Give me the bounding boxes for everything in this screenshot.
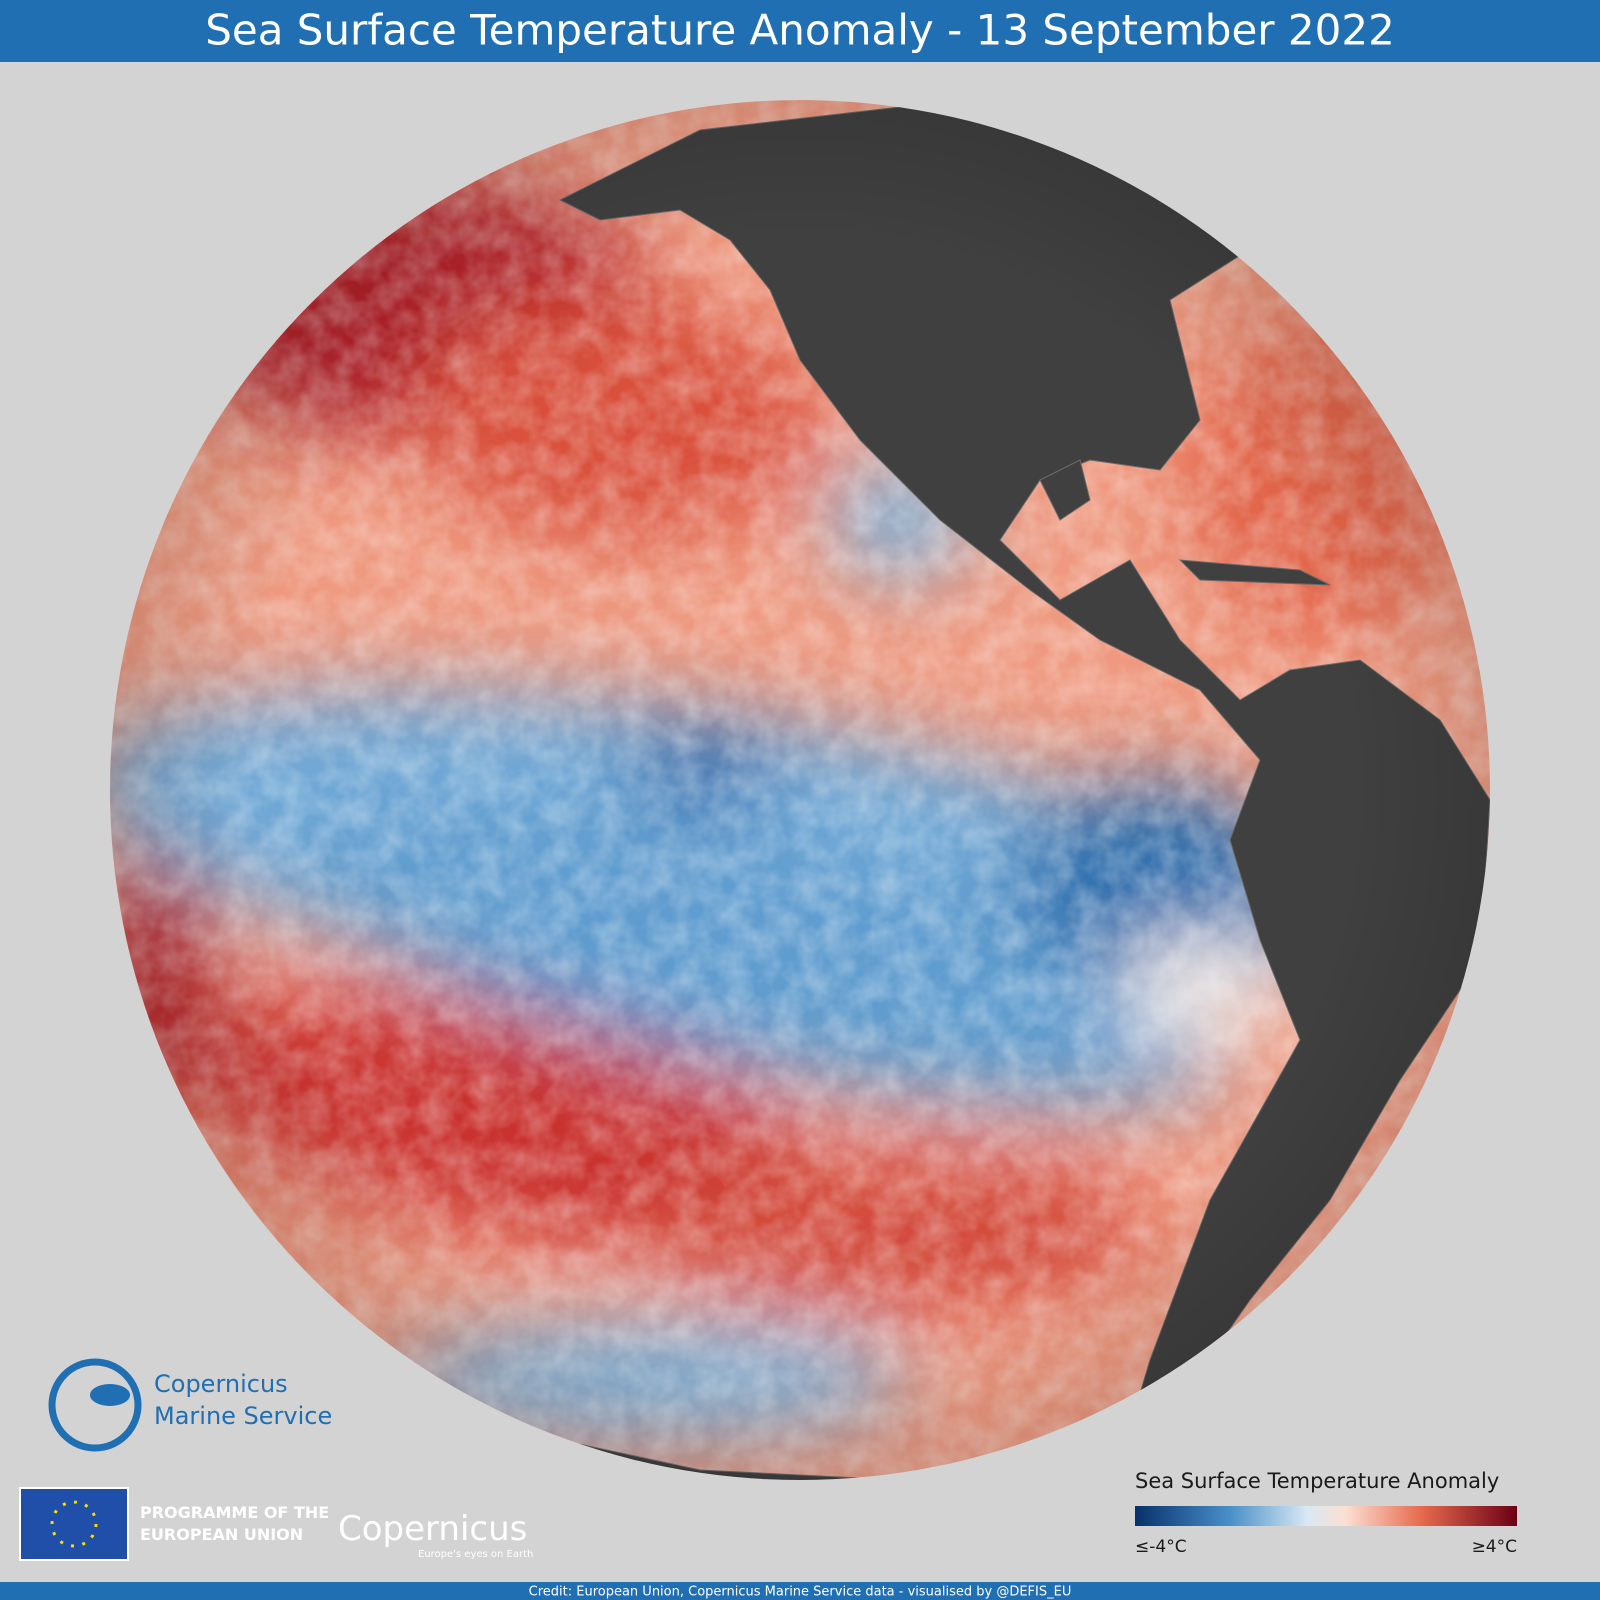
title-bar — [0, 0, 1600, 62]
legend-max-label: ≥4°C — [1472, 1537, 1517, 1557]
legend-colorbar — [1135, 1506, 1517, 1526]
legend-title: Sea Surface Temperature Anomaly — [1135, 1469, 1499, 1493]
marine-service-logo: Copernicus Marine Service — [48, 1358, 332, 1452]
copernicus-tagline: Europe's eyes on Earth — [418, 1549, 533, 1560]
logo-text: Copernicus — [154, 1370, 288, 1398]
eu-stars — [50, 1500, 98, 1548]
logo-ring — [48, 1358, 142, 1452]
legend: Sea Surface Temperature Anomaly ≤-4°C ≥4… — [1135, 1469, 1517, 1557]
logo-fish — [90, 1384, 130, 1406]
footer-bar — [0, 1582, 1600, 1600]
credit: Credit: European Union, Copernicus Marin… — [529, 1585, 1072, 1600]
title: Sea Surface Temperature Anomaly - 13 Sep… — [205, 6, 1395, 55]
eu-logo: PROGRAMME OF THE EUROPEAN UNION — [19, 1487, 329, 1561]
copernicus-logo: Copernicus Europe's eyes on Earth — [338, 1509, 533, 1560]
logo-text: Marine Service — [154, 1402, 332, 1430]
copernicus-text: Copernicus — [338, 1509, 527, 1549]
eu-text: PROGRAMME OF THE — [140, 1503, 329, 1522]
eu-text: EUROPEAN UNION — [140, 1525, 303, 1544]
legend-min-label: ≤-4°C — [1135, 1537, 1187, 1557]
eu-flag — [19, 1487, 129, 1561]
